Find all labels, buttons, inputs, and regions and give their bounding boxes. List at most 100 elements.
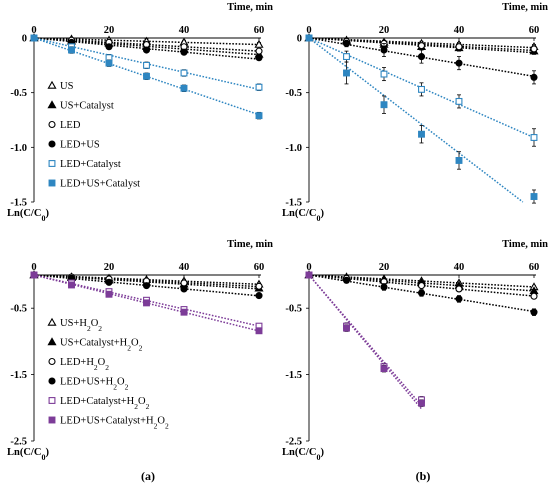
legend-marker — [48, 357, 56, 366]
y-tick-label: -1.5 — [285, 198, 302, 209]
data-point — [380, 365, 388, 373]
legend-label-mid: O — [131, 338, 139, 349]
x-tick-label: 60 — [254, 262, 265, 273]
legend-marker — [48, 397, 56, 404]
legend-label-sub2: 2 — [105, 363, 109, 372]
data-point — [105, 59, 113, 67]
legend-label-main: US+H — [60, 318, 87, 329]
y-axis-title-main: Ln(C/C — [282, 447, 316, 458]
legend: US US+Catalyst LED LED+US LED+Catalyst LED+US… — [47, 80, 140, 190]
x-axis-title: Time, min — [502, 239, 548, 250]
x-tick-label: 20 — [379, 25, 390, 36]
y-tick-label: -0.5 — [10, 88, 27, 99]
y-tick-label: 0 — [297, 34, 302, 45]
data-point — [455, 157, 463, 164]
legend-label: LED+Catalyst+H2O2 — [60, 396, 150, 411]
legend-label: LED+US — [60, 140, 100, 151]
x-axis-title: Time, min — [227, 239, 273, 250]
y-axis-title-main: Ln(C/C — [282, 208, 316, 219]
data-point — [255, 47, 263, 55]
trend-line — [308, 37, 535, 78]
data-point — [530, 45, 538, 53]
series-4 — [305, 34, 538, 147]
legend-label: US — [60, 81, 74, 92]
data-point — [530, 193, 538, 200]
legend-label-main: LED+US+H — [60, 377, 114, 388]
data-point — [143, 72, 150, 80]
data-point — [530, 308, 538, 316]
x-tick-label: 40 — [454, 25, 465, 36]
y-tick-label: -1.5 — [10, 198, 27, 209]
legend-label: US+Catalyst — [60, 101, 114, 112]
series-5 — [30, 34, 263, 120]
y-axis-title: Ln(C/C0) — [282, 208, 324, 223]
legend-label: LED+Catalyst — [60, 159, 121, 170]
data-point — [180, 84, 188, 92]
legend-label-main: LED+Catalyst+H — [60, 396, 135, 407]
legend-label-sub: 2 — [113, 382, 117, 391]
y-axis-title-sub: 0 — [41, 453, 45, 462]
legend-marker — [48, 140, 56, 148]
data-point — [255, 327, 263, 335]
x-tick-label: 0 — [31, 25, 36, 36]
legend-label: LED+US+Catalyst+H2O2 — [60, 416, 169, 431]
legend-marker — [47, 100, 57, 109]
legend-label-mid: O — [138, 396, 146, 407]
legend-label: US+Catalyst+H2O2 — [60, 338, 143, 353]
trend-line — [308, 37, 524, 203]
data-point — [305, 34, 313, 42]
data-point — [180, 48, 188, 56]
legend-marker — [48, 179, 56, 187]
legend-label: LED — [60, 120, 81, 131]
data-point — [255, 292, 263, 300]
data-point — [255, 112, 263, 120]
y-axis-title: Ln(C/C0) — [7, 208, 49, 223]
legend-marker — [47, 337, 57, 346]
x-tick-label: 40 — [179, 262, 190, 273]
legend-label: LED+US+H2O2 — [60, 377, 129, 392]
legend: US+H2O2US+Catalyst+H2O2LED+H2O2LED+US+H2… — [47, 317, 169, 431]
series-3 — [30, 34, 263, 62]
data-point — [105, 43, 113, 51]
data-point — [417, 42, 426, 50]
legend-marker — [48, 160, 56, 167]
legend-label-mid: O — [91, 318, 99, 329]
series-5 — [305, 271, 425, 410]
y-tick-label: -2.5 — [285, 437, 302, 448]
legend-label-sub: 2 — [87, 324, 91, 333]
y-tick-label: -1.5 — [285, 370, 302, 381]
trend-line — [308, 274, 535, 313]
x-tick-label: 40 — [454, 262, 465, 273]
data-point — [418, 130, 425, 138]
data-point — [30, 271, 38, 279]
legend-marker — [47, 317, 57, 326]
data-point — [68, 46, 75, 54]
data-point — [455, 295, 463, 303]
legend-label-mid: O — [117, 377, 125, 388]
y-axis-title-tail: ) — [320, 208, 324, 219]
data-point — [105, 290, 113, 298]
data-point — [417, 282, 426, 290]
data-point — [255, 83, 263, 91]
legend-label-main: US+Catalyst+H — [60, 338, 128, 349]
legend-label-sub: 2 — [127, 343, 131, 352]
y-tick-label: -1.0 — [285, 143, 302, 154]
legend-label-sub2: 2 — [139, 343, 143, 352]
legend-label: US+H2O2 — [60, 318, 102, 333]
legend-label-sub2: 2 — [146, 402, 150, 411]
data-point — [180, 308, 188, 316]
legend-label-sub: 2 — [134, 402, 138, 411]
x-tick-label: 60 — [254, 25, 265, 36]
data-point — [455, 43, 463, 51]
data-point — [342, 39, 351, 48]
legend-label-sub: 2 — [94, 363, 98, 372]
series-5 — [305, 34, 538, 204]
data-point — [254, 39, 264, 48]
x-tick-label: 60 — [529, 262, 540, 273]
x-tick-label: 60 — [529, 25, 540, 36]
data-point — [380, 101, 388, 109]
data-point — [530, 292, 538, 300]
y-axis-title-tail: ) — [45, 208, 49, 219]
y-tick-label: -0.5 — [10, 304, 27, 315]
